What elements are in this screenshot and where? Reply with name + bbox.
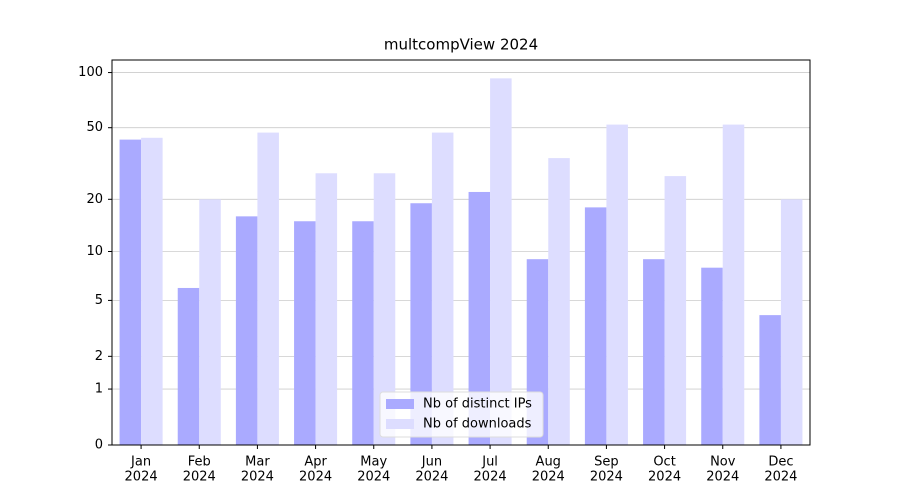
x-tick-label: 2024 xyxy=(764,470,797,485)
x-tick-label: 2024 xyxy=(590,470,623,485)
bar xyxy=(701,267,723,445)
x-tick-label: Apr xyxy=(304,455,327,470)
bar xyxy=(177,287,200,445)
x-tick-label: Oct xyxy=(653,455,675,470)
x-tick-label: 2024 xyxy=(648,470,681,485)
x-tick-label: 2024 xyxy=(125,470,158,485)
bar xyxy=(759,315,781,445)
x-tick-label: Jun xyxy=(421,455,442,470)
bar xyxy=(410,203,432,445)
x-tick-label: 2024 xyxy=(241,470,274,485)
y-tick-label: 10 xyxy=(86,244,103,259)
legend-label: Nb of distinct IPs xyxy=(423,397,532,412)
y-tick-label: 0 xyxy=(95,438,103,453)
bar xyxy=(643,259,665,445)
x-tick-label: May xyxy=(360,455,387,470)
x-tick-label: 2024 xyxy=(415,470,448,485)
legend-label: Nb of downloads xyxy=(423,417,532,432)
legend-box xyxy=(379,391,544,438)
bar xyxy=(235,216,258,445)
x-tick-label: Jul xyxy=(481,455,498,470)
bar xyxy=(584,207,607,445)
bar xyxy=(315,173,338,445)
x-tick-label: Dec xyxy=(768,455,793,470)
legend-swatch xyxy=(386,399,414,409)
x-tick-label: Mar xyxy=(245,455,270,470)
bar xyxy=(373,173,396,445)
x-tick-label: 2024 xyxy=(706,470,739,485)
y-tick-label: 50 xyxy=(86,120,103,135)
x-tick-label: Sep xyxy=(594,455,619,470)
bar xyxy=(141,137,163,446)
y-tick-label: 5 xyxy=(95,293,103,308)
bar xyxy=(780,199,803,445)
axes-frame xyxy=(111,59,811,446)
x-tick-label: Nov xyxy=(710,455,736,470)
x-tick-label: 2024 xyxy=(532,470,565,485)
legend-swatch xyxy=(386,419,414,429)
bar xyxy=(199,199,221,445)
x-tick-label: 2024 xyxy=(183,470,216,485)
x-tick-label: 2024 xyxy=(357,470,390,485)
bar xyxy=(119,139,142,445)
bar xyxy=(431,132,454,445)
x-tick-label: Feb xyxy=(188,455,211,470)
bar xyxy=(490,78,512,445)
y-tick-label: 20 xyxy=(86,192,103,207)
bar xyxy=(548,158,570,445)
y-tick-label: 1 xyxy=(95,382,103,397)
x-tick-label: 2024 xyxy=(474,470,507,485)
x-tick-label: 2024 xyxy=(299,470,332,485)
bar xyxy=(468,191,491,445)
x-tick-label: Aug xyxy=(536,455,561,470)
bar xyxy=(664,176,687,445)
y-tick-label: 100 xyxy=(78,65,103,80)
bar xyxy=(257,132,279,445)
chart-title: multcompView 2024 xyxy=(384,36,538,54)
bar xyxy=(606,124,628,446)
bar xyxy=(294,221,316,445)
y-tick-label: 2 xyxy=(95,349,103,364)
bar xyxy=(722,124,745,446)
x-tick-label: Jan xyxy=(130,455,151,470)
bar xyxy=(352,221,374,445)
